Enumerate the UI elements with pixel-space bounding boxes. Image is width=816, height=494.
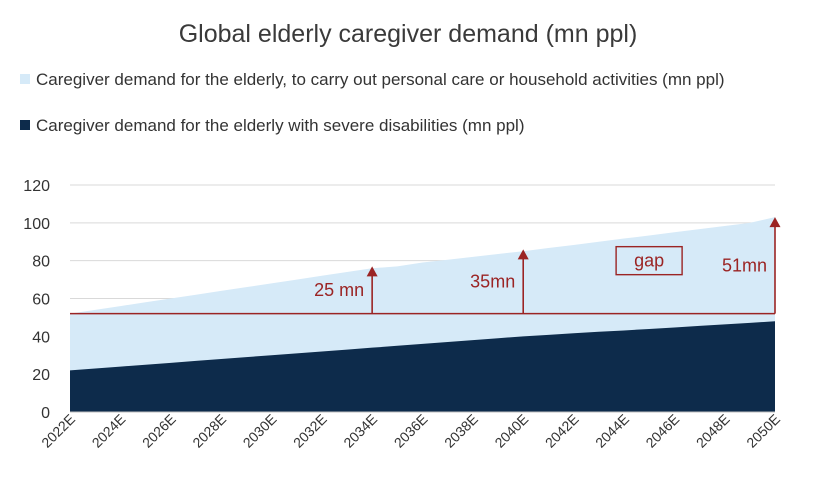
y-tick-label: 100 — [23, 216, 50, 233]
x-tick-label: 2024E — [89, 411, 129, 451]
x-tick-label: 2034E — [340, 411, 380, 451]
legend-swatch-severe-disabilities — [20, 120, 30, 130]
x-tick-label: 2036E — [391, 411, 431, 451]
legend-entry-personal-care: Caregiver demand for the elderly, to car… — [20, 70, 810, 89]
gap-arrow-head — [769, 217, 781, 228]
y-tick-label: 20 — [32, 367, 50, 384]
x-tick-label: 2040E — [491, 411, 531, 451]
x-tick-label: 2028E — [189, 411, 229, 451]
y-tick-label: 80 — [32, 254, 50, 271]
gap-box-label: gap — [634, 251, 664, 271]
series-area-severe-disabilities — [70, 321, 775, 412]
x-tick-label: 2026E — [139, 411, 179, 451]
x-tick-label: 2038E — [441, 411, 481, 451]
gap-annotation-label: 35mn — [470, 271, 515, 291]
x-tick-label: 2044E — [592, 411, 632, 451]
x-tick-label: 2046E — [642, 411, 682, 451]
x-tick-label: 2030E — [240, 411, 280, 451]
gap-annotation-label: 25 mn — [314, 280, 364, 300]
y-tick-label: 120 — [23, 178, 50, 195]
gap-arrow-head — [366, 266, 378, 277]
y-tick-label: 60 — [32, 292, 50, 309]
x-tick-label: 2050E — [743, 411, 783, 451]
chart-title: Global elderly caregiver demand (mn ppl) — [178, 20, 638, 48]
legend-swatch-personal-care — [20, 74, 30, 84]
gap-annotation-label: 51mn — [722, 255, 767, 275]
legend-entry-severe-disabilities: Caregiver demand for the elderly with se… — [20, 116, 525, 135]
x-tick-label: 2048E — [693, 411, 733, 451]
y-tick-label: 40 — [32, 329, 50, 346]
legend-label-severe-disabilities: Caregiver demand for the elderly with se… — [36, 116, 525, 135]
gap-arrow-head — [517, 249, 529, 260]
x-tick-label: 2032E — [290, 411, 330, 451]
x-tick-label: 2042E — [542, 411, 582, 451]
gap-box — [615, 245, 683, 276]
y-tick-label: 0 — [41, 405, 50, 422]
legend-label-personal-care: Caregiver demand for the elderly, to car… — [36, 70, 725, 89]
